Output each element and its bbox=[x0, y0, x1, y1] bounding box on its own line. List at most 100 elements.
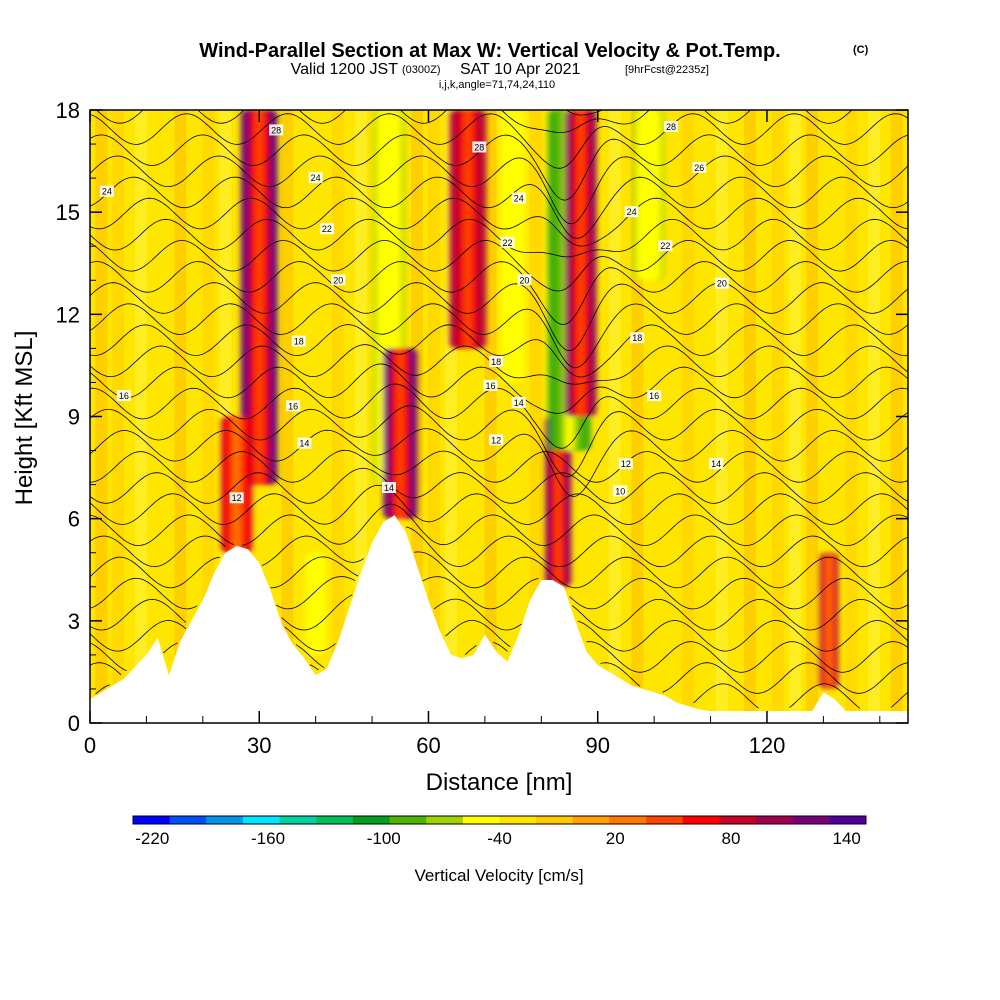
contour-label: 16 bbox=[483, 379, 498, 391]
theta-contour bbox=[90, 620, 908, 652]
contour-label: 24 bbox=[624, 206, 639, 218]
colorbar-tick-label: -40 bbox=[487, 829, 512, 848]
contour-label: 24 bbox=[99, 185, 114, 197]
colorbar-tick-labels: -220 -160 -100 -40 20 80 140 bbox=[135, 829, 861, 848]
contour-label-text: 22 bbox=[660, 241, 670, 251]
x-tick-label: 30 bbox=[247, 733, 271, 758]
theta-contour bbox=[90, 197, 908, 247]
colorbar bbox=[132, 815, 867, 825]
contour-label: 28 bbox=[269, 124, 284, 136]
velocity-texture-band bbox=[772, 110, 785, 723]
colorbar-swatch bbox=[719, 816, 757, 824]
x-tick-label: 0 bbox=[84, 733, 96, 758]
y-tick-label: 0 bbox=[68, 711, 80, 736]
velocity-texture-band bbox=[134, 110, 147, 723]
colorbar-swatch bbox=[462, 816, 500, 824]
colorbar-swatch bbox=[279, 816, 317, 824]
x-tick-label: 90 bbox=[585, 733, 609, 758]
contour-label: 14 bbox=[511, 396, 526, 408]
contour-label-text: 10 bbox=[615, 486, 625, 496]
theta-contour bbox=[90, 261, 908, 325]
contour-label: 14 bbox=[297, 437, 312, 449]
contour-label: 14 bbox=[381, 482, 396, 494]
contour-label: 20 bbox=[517, 274, 532, 286]
x-tick-label: 120 bbox=[749, 733, 786, 758]
theta-contour bbox=[90, 467, 908, 504]
contour-label-text: 24 bbox=[514, 194, 524, 204]
colorbar-tick-label: 80 bbox=[722, 829, 741, 848]
contour-label-text: 18 bbox=[632, 333, 642, 343]
contour-label: 18 bbox=[630, 332, 645, 344]
colorbar-swatch bbox=[499, 816, 537, 824]
velocity-feature bbox=[396, 348, 404, 519]
colorbar-swatch bbox=[682, 816, 720, 824]
theta-contour bbox=[90, 113, 908, 169]
theta-contour bbox=[90, 324, 908, 378]
velocity-feature bbox=[645, 110, 652, 281]
colorbar-swatch bbox=[242, 816, 281, 824]
grid-indices: i,j,k,angle=71,74,24,110 bbox=[439, 79, 555, 91]
x-axis-label: Distance [nm] bbox=[426, 769, 573, 796]
theta-contour bbox=[90, 383, 908, 449]
velocity-texture-band bbox=[681, 110, 694, 723]
contour-label: 26 bbox=[692, 161, 707, 173]
velocity-texture-band bbox=[806, 110, 819, 723]
colorbar-swatch bbox=[536, 816, 574, 824]
velocity-texture-band bbox=[281, 110, 294, 723]
forecast-info: [9hrFcst@2235z] bbox=[625, 64, 709, 76]
y-tick-label: 15 bbox=[56, 200, 80, 225]
chart-title: Wind-Parallel Section at Max W: Vertical… bbox=[199, 40, 780, 62]
valid-time-prefix: Valid 1200 JST bbox=[291, 61, 399, 78]
contour-label-text: 14 bbox=[384, 483, 394, 493]
theta-contour bbox=[95, 110, 908, 134]
contour-label: 24 bbox=[308, 172, 323, 184]
theta-contour bbox=[90, 218, 908, 258]
colorbar-swatch bbox=[169, 816, 207, 824]
contour-label-text: 20 bbox=[333, 275, 343, 285]
contour-label: 22 bbox=[658, 240, 673, 252]
contour-label-text: 14 bbox=[711, 459, 721, 469]
y-axis-label: Height [Kft MSL] bbox=[11, 331, 38, 506]
contour-label: 22 bbox=[500, 236, 515, 248]
colorbar-swatch bbox=[609, 816, 647, 824]
velocity-texture-band bbox=[484, 110, 497, 723]
copyright-mark: (C) bbox=[853, 44, 869, 56]
contour-label: 28 bbox=[664, 121, 679, 133]
theta-contour bbox=[90, 576, 908, 610]
theta-contour bbox=[90, 363, 908, 414]
contour-label-text: 14 bbox=[514, 398, 524, 408]
valid-time-utc: (0300Z) bbox=[402, 64, 441, 76]
velocity-texture-band bbox=[868, 110, 881, 723]
contour-label-text: 16 bbox=[486, 381, 496, 391]
contour-label-text: 18 bbox=[491, 357, 501, 367]
contour-label-text: 14 bbox=[299, 439, 309, 449]
x-tick-label: 60 bbox=[416, 733, 440, 758]
contour-label: 10 bbox=[613, 485, 628, 497]
theta-contour bbox=[90, 344, 908, 385]
colorbar-tick-label: -100 bbox=[367, 829, 401, 848]
y-tick-label: 9 bbox=[68, 405, 80, 430]
theta-contour bbox=[90, 155, 908, 225]
contour-label-text: 18 bbox=[294, 337, 304, 347]
theta-contour bbox=[90, 503, 908, 547]
colorbar-frame bbox=[132, 815, 867, 825]
velocity-feature bbox=[555, 416, 562, 587]
velocity-texture-band bbox=[529, 110, 542, 723]
theta-contour bbox=[95, 683, 908, 709]
contour-label-text: 22 bbox=[322, 224, 332, 234]
potential-temperature-contours bbox=[90, 110, 908, 709]
velocity-feature bbox=[255, 110, 264, 485]
theta-contour bbox=[90, 551, 908, 589]
contour-labels: 28 24 24 22 20 18 16 16 14 12 14 28 24 22 20 18 16 14 12 28… bbox=[99, 121, 729, 504]
theta-contour bbox=[90, 303, 908, 369]
plot-area: 28 24 24 22 20 18 16 16 14 12 14 28 24 22 20 18 16 14 12 28… bbox=[90, 110, 908, 723]
contour-label: 16 bbox=[647, 390, 662, 402]
colorbar-tick-label: 20 bbox=[606, 829, 625, 848]
colorbar-swatch bbox=[426, 816, 464, 824]
theta-contour bbox=[90, 641, 908, 673]
velocity-texture-band bbox=[789, 110, 802, 723]
colorbar-swatch bbox=[352, 816, 391, 824]
theta-contour bbox=[565, 110, 604, 116]
contour-label-text: 20 bbox=[717, 279, 727, 289]
contour-label-text: 24 bbox=[102, 187, 112, 197]
